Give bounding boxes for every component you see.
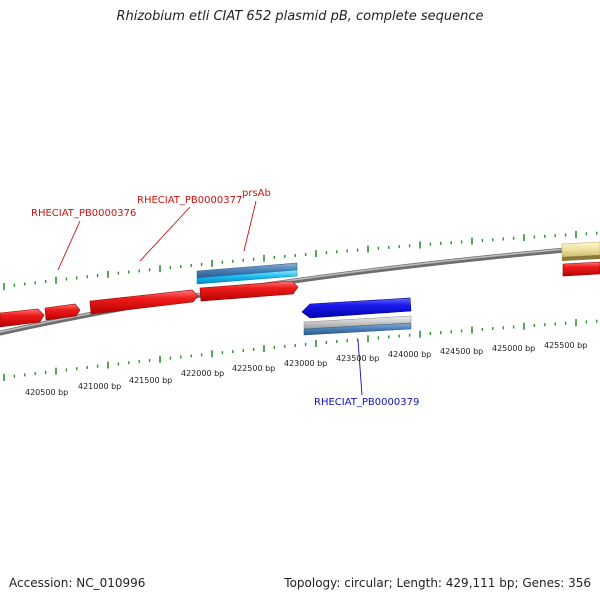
gene-arrow-left-partial[interactable] [0, 308, 45, 328]
scale-label: 425000 bp [492, 344, 535, 353]
label-leader-rheciat-pb0000376 [57, 220, 81, 271]
genome-summary-text: Topology: circular; Length: 429,111 bp; … [284, 576, 591, 590]
label-leader-rheciat-pb0000377 [139, 206, 191, 262]
scale-label: 425500 bp [544, 341, 587, 350]
map-title: Rhizobium etli CIAT 652 plasmid pB, comp… [116, 9, 484, 24]
gene-feature-prsab-cyan[interactable] [196, 269, 298, 285]
gene-feature-rheciat-pb0000379-steel[interactable] [303, 322, 412, 336]
gene-arrow-rheciat-pb0000377[interactable] [89, 289, 199, 315]
gene-feature-right-dark[interactable] [562, 255, 600, 261]
gene-label-rheciat-pb0000377[interactable]: RHECIAT_PB0000377 [137, 195, 242, 206]
scale-label: 424500 bp [440, 347, 483, 356]
scale-label: 421500 bp [129, 376, 172, 385]
gene-label-rheciat-pb0000376[interactable]: RHECIAT_PB0000376 [31, 208, 136, 219]
scale-label: 423500 bp [336, 354, 379, 363]
gene-label-rheciat-pb0000379[interactable]: RHECIAT_PB0000379 [314, 397, 419, 408]
gene-arrow-right-partial[interactable] [562, 261, 600, 277]
gene-feature-right-yellow[interactable] [561, 241, 600, 258]
outer-tick-row [3, 230, 598, 291]
scale-label: 422500 bp [232, 364, 275, 373]
gene-label-prsab[interactable]: prsAb [242, 188, 271, 199]
gene-arrow-prsab[interactable] [199, 280, 299, 302]
scale-label: 421000 bp [78, 382, 121, 391]
scale-label: 423000 bp [284, 359, 327, 368]
plasmid-backbone [0, 244, 600, 336]
gene-arrow-rheciat-pb0000376[interactable] [44, 303, 81, 321]
label-leader-prsab [243, 200, 257, 252]
inner-tick-row [3, 319, 598, 382]
scale-label: 424000 bp [388, 350, 431, 359]
accession-text: Accession: NC_010996 [9, 576, 146, 590]
scale-label: 422000 bp [181, 369, 224, 378]
label-leader-rheciat-pb0000379 [357, 339, 363, 396]
scale-label: 420500 bp [25, 388, 68, 397]
plasmid-backbone-highlight [0, 245, 600, 333]
gene-arrow-rheciat-pb0000379[interactable] [301, 297, 412, 319]
